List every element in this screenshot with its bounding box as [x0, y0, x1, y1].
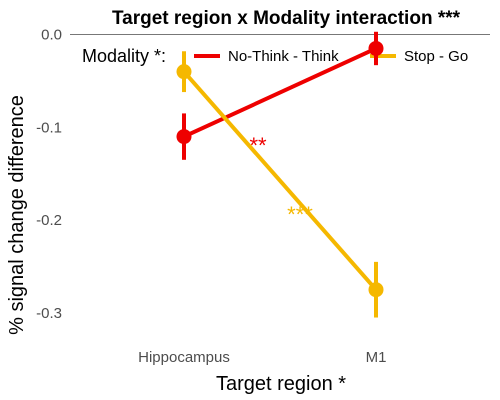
series-line — [183, 46, 377, 139]
y-tick-label: -0.1 — [36, 119, 62, 136]
significance-annotation: *** — [287, 202, 313, 227]
y-tick-label: -0.3 — [36, 305, 62, 322]
data-point — [368, 40, 384, 56]
legend-label-nothink: No-Think - Think — [228, 48, 339, 65]
data-point — [176, 64, 192, 80]
legend-title: Modality *: — [82, 46, 166, 66]
series-line — [182, 70, 378, 292]
x-axis-title: Target region * — [216, 373, 346, 395]
x-axis-ticks: Hippocampus M1 — [138, 349, 386, 366]
x-tick-label: Hippocampus — [138, 349, 230, 366]
plot-area: ***** — [176, 31, 384, 318]
legend: Modality *: No-Think - Think Stop - Go — [82, 46, 468, 66]
x-tick-label: M1 — [366, 349, 387, 366]
data-point — [368, 282, 384, 298]
legend-label-stopgo: Stop - Go — [404, 48, 468, 65]
y-axis-ticks: 0.0 -0.1 -0.2 -0.3 — [36, 27, 62, 322]
data-point — [176, 129, 192, 145]
y-tick-label: 0.0 — [41, 27, 62, 44]
y-axis-title: % signal change difference — [6, 95, 28, 335]
y-tick-label: -0.2 — [36, 212, 62, 229]
series-stop-go: *** — [176, 51, 384, 318]
series-nothink-think: ** — [176, 31, 384, 160]
chart-title: Target region x Modality interaction *** — [112, 8, 461, 29]
